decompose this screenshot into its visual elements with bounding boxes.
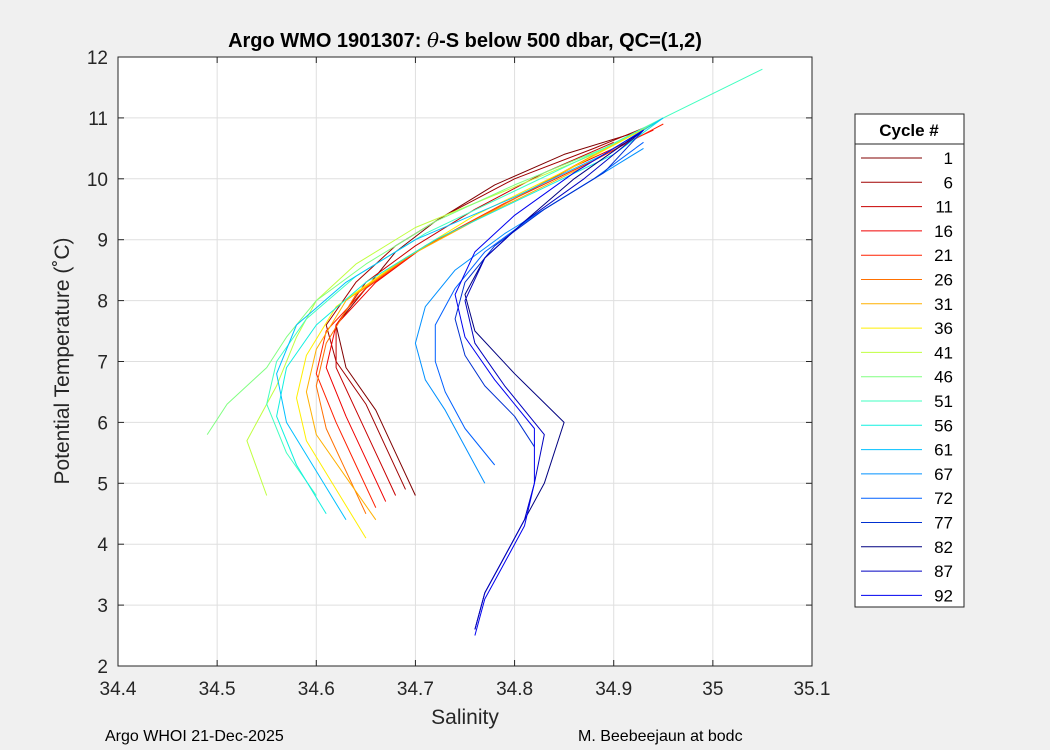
x-ticks: 34.4 34.5 34.6 34.7 34.8 34.9 35 35.1 — [100, 57, 831, 700]
legend-label: 26 — [934, 271, 953, 290]
series-line-cycle-87 — [464, 129, 644, 630]
x-tick-label: 34.7 — [397, 679, 434, 700]
legend-label: 72 — [934, 489, 953, 508]
legend-label: 31 — [934, 295, 953, 314]
legend: Cycle # 16111621263136414651566167727782… — [854, 113, 965, 608]
x-tick-label: 34.5 — [199, 679, 236, 700]
series-line-cycle-36 — [296, 123, 654, 539]
legend-box — [854, 113, 965, 608]
legend-label: 82 — [934, 538, 953, 557]
legend-label: 87 — [934, 562, 953, 581]
legend-label: 61 — [934, 441, 953, 460]
legend-label: 16 — [934, 222, 953, 241]
y-tick-label: 3 — [97, 596, 108, 617]
y-ticks: 2 3 4 5 6 7 8 9 10 11 12 — [87, 48, 812, 678]
y-tick-label: 9 — [97, 231, 108, 252]
series-line-cycle-77 — [454, 129, 644, 448]
legend-label: 67 — [934, 465, 953, 484]
y-tick-label: 8 — [97, 292, 108, 313]
y-tick-label: 10 — [87, 170, 108, 191]
y-tick-label: 7 — [97, 353, 108, 374]
legend-label: 36 — [934, 319, 953, 338]
legend-label: 21 — [934, 246, 953, 265]
legend-label: 92 — [934, 586, 953, 605]
legend-label: 1 — [944, 149, 953, 168]
chart-title: Argo WMO 1901307: θ-S below 500 dbar, QC… — [228, 28, 702, 52]
series-line-cycle-61 — [276, 117, 664, 521]
y-tick-label: 5 — [97, 474, 108, 495]
series-line-cycle-6 — [325, 123, 654, 490]
x-tick-label: 34.9 — [595, 679, 632, 700]
chart-title-symbol: θ — [427, 28, 439, 52]
legend-title: Cycle # — [879, 121, 939, 140]
y-axis-label: Potential Temperature (˚C) — [51, 237, 74, 484]
x-tick-label: 35 — [702, 679, 723, 700]
x-tick-label: 35.1 — [794, 679, 831, 700]
chart-title-suffix: -S below 500 dbar, QC=(1,2) — [439, 30, 702, 52]
x-tick-label: 34.8 — [496, 679, 533, 700]
legend-label: 56 — [934, 416, 953, 435]
series-lines — [206, 68, 763, 636]
series-line-cycle-31 — [305, 123, 654, 521]
y-tick-label: 2 — [97, 657, 108, 678]
series-line-cycle-46 — [206, 117, 664, 435]
legend-label: 51 — [934, 392, 953, 411]
y-tick-label: 11 — [88, 109, 108, 130]
y-tick-label: 6 — [97, 413, 108, 434]
series-line-cycle-92 — [454, 129, 644, 636]
chart-title-prefix: Argo WMO 1901307: — [228, 30, 427, 52]
x-tick-label: 34.4 — [100, 679, 137, 700]
footer-right: M. Beebeejaun at bodc — [578, 728, 743, 745]
y-tick-label: 4 — [97, 535, 108, 556]
series-line-cycle-11 — [335, 141, 614, 496]
footer-left: Argo WHOI 21-Dec-2025 — [105, 728, 284, 745]
legend-label: 6 — [944, 173, 953, 192]
x-axis-label: Salinity — [431, 706, 499, 729]
legend-label: 41 — [934, 343, 953, 362]
legend-label: 77 — [934, 514, 953, 533]
series-line-cycle-41 — [246, 117, 664, 496]
x-tick-label: 34.6 — [298, 679, 335, 700]
legend-label: 46 — [934, 368, 953, 387]
y-tick-label: 12 — [87, 48, 108, 69]
legend-label: 11 — [935, 198, 953, 217]
